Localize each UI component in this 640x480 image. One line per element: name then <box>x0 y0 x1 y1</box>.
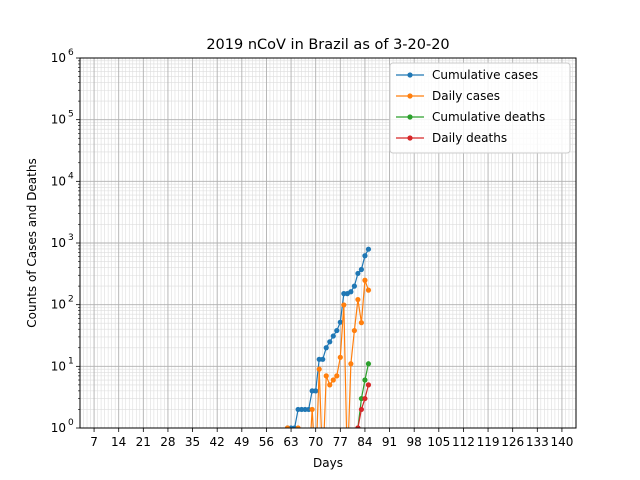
data-point <box>351 327 357 334</box>
data-point <box>362 395 368 402</box>
legend-marker <box>407 114 413 120</box>
legend-item: Cumulative cases <box>396 68 538 82</box>
x-axis-ticks: 7 14 21 28 35 42 49 56 63 70 77 84 91 98 105 112 119 126 1… <box>90 428 573 449</box>
legend: Cumulative cases Daily cases Cumulative de… <box>389 62 571 154</box>
x-tick-label: 28 <box>160 435 175 449</box>
data-point <box>341 302 347 308</box>
major-grid <box>80 57 576 429</box>
data-point <box>358 406 365 413</box>
series-daily-deaths <box>355 382 372 428</box>
data-point <box>327 339 333 345</box>
x-tick-label: 84 <box>357 435 372 449</box>
data-point <box>365 287 372 293</box>
data-point <box>355 425 361 428</box>
legend-marker <box>407 93 413 99</box>
x-tick-label: 119 <box>477 435 500 449</box>
data-point <box>365 246 372 252</box>
legend-item: Cumulative deaths <box>396 110 545 124</box>
data-point <box>358 266 365 273</box>
legend-item: Daily deaths <box>396 131 507 145</box>
legend-label: Daily deaths <box>432 131 507 145</box>
data-point <box>351 283 357 289</box>
series-daily-cases <box>284 277 372 428</box>
data-point <box>355 296 361 303</box>
data-point <box>362 253 368 259</box>
data-point <box>327 382 333 388</box>
y-tick-label: 10 <box>51 236 66 250</box>
data-point <box>295 425 301 428</box>
data-point <box>309 406 315 413</box>
legend-label: Cumulative deaths <box>432 110 545 124</box>
chart-title: 2019 nCoV in Brazil as of 3-20-20 <box>206 37 449 53</box>
data-point <box>323 373 329 379</box>
x-tick-label: 35 <box>185 435 200 449</box>
y-tick-label: 10 <box>51 421 66 435</box>
data-point <box>316 366 322 372</box>
x-tick-label: 105 <box>427 435 450 449</box>
x-tick-label: 63 <box>283 435 298 449</box>
y-tick-label: 10 <box>51 51 66 65</box>
data-point <box>330 333 336 339</box>
legend-label: Cumulative cases <box>432 68 538 82</box>
data-point <box>355 270 361 277</box>
series-line <box>287 280 370 428</box>
y-tick-exponent: 6 <box>68 48 74 58</box>
x-tick-label: 77 <box>333 435 348 449</box>
x-tick-label: 126 <box>501 435 524 449</box>
x-tick-label: 56 <box>259 435 274 449</box>
data-point <box>330 377 336 383</box>
legend-label: Daily cases <box>432 89 500 103</box>
x-tick-label: 7 <box>90 435 98 449</box>
x-axis-label: Days <box>313 456 343 470</box>
data-point <box>337 319 343 325</box>
x-tick-label: 91 <box>382 435 397 449</box>
y-tick-exponent: 4 <box>68 171 74 181</box>
series-layer <box>284 246 372 428</box>
series-line <box>357 384 370 428</box>
legend-marker <box>407 135 413 141</box>
data-point <box>334 327 340 334</box>
y-axis-label: Counts of Cases and Deaths <box>25 158 39 327</box>
y-tick-label: 10 <box>51 359 66 373</box>
x-tick-label: 21 <box>136 435 151 449</box>
data-point <box>365 382 372 388</box>
y-tick-label: 10 <box>51 174 66 188</box>
data-point <box>362 377 368 383</box>
data-point <box>362 277 368 283</box>
x-tick-label: 42 <box>210 435 225 449</box>
data-point <box>313 388 319 394</box>
x-tick-label: 112 <box>452 435 475 449</box>
data-point <box>348 361 354 367</box>
x-tick-label: 133 <box>526 435 549 449</box>
data-point <box>323 345 329 351</box>
x-tick-label: 70 <box>308 435 323 449</box>
y-tick-label: 10 <box>51 113 66 127</box>
x-tick-label: 49 <box>234 435 249 449</box>
data-point <box>365 361 372 367</box>
legend-marker <box>407 72 413 78</box>
y-tick-exponent: 0 <box>68 418 74 428</box>
y-tick-exponent: 1 <box>68 356 74 366</box>
y-tick-exponent: 3 <box>68 233 74 243</box>
y-tick-label: 10 <box>51 298 66 312</box>
x-tick-label: 140 <box>550 435 573 449</box>
y-tick-exponent: 5 <box>68 110 74 120</box>
x-tick-label: 14 <box>111 435 126 449</box>
legend-item: Daily cases <box>396 89 500 103</box>
legend-box <box>389 62 571 154</box>
data-point <box>348 289 354 295</box>
series-cumulative-cases <box>284 246 372 428</box>
data-point <box>284 425 291 428</box>
series-line <box>357 363 370 428</box>
data-point <box>358 320 365 326</box>
data-point <box>334 373 340 379</box>
x-tick-label: 98 <box>407 435 422 449</box>
y-tick-exponent: 2 <box>68 295 74 305</box>
data-point <box>337 354 343 360</box>
data-point <box>320 356 326 362</box>
